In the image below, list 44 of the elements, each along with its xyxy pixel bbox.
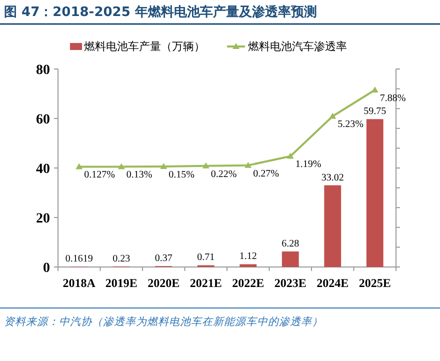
point bbox=[244, 162, 252, 168]
chart-title: 图 47：2018-2025 年燃料电池车产量及渗透率预测 bbox=[4, 4, 317, 20]
point bbox=[160, 163, 168, 170]
y-tick-label: 0 bbox=[43, 261, 50, 276]
y-tick-label: 20 bbox=[36, 212, 50, 226]
data-label: 0.1619 bbox=[65, 254, 93, 265]
data-label: 33.02 bbox=[321, 172, 344, 184]
data-label: 0.13% bbox=[126, 170, 152, 181]
x-tick-label: 2025E bbox=[358, 276, 391, 290]
data-label: 5.23% bbox=[338, 119, 364, 130]
data-label: 1.19% bbox=[295, 159, 322, 170]
data-label: 1.12 bbox=[239, 251, 257, 262]
data-label: 0.127% bbox=[84, 170, 115, 181]
bar bbox=[324, 185, 342, 267]
y-tick-label: 80 bbox=[36, 63, 50, 78]
point bbox=[286, 152, 294, 159]
x-tick-label: 2022E bbox=[232, 276, 264, 290]
data-label: 0.15% bbox=[168, 170, 194, 181]
point bbox=[329, 112, 336, 119]
x-tick-label: 2018A bbox=[62, 276, 96, 290]
bar bbox=[282, 251, 299, 267]
data-label: 0.27% bbox=[253, 168, 279, 180]
legend-label: 燃料电池汽车渗透率 bbox=[248, 40, 347, 53]
data-label: 59.75 bbox=[364, 106, 386, 118]
y-tick-label: 40 bbox=[36, 162, 50, 177]
data-label: 6.28 bbox=[282, 238, 300, 250]
bar bbox=[240, 264, 257, 267]
legend-label: 燃料电池车产量（万辆） bbox=[84, 40, 205, 53]
point bbox=[118, 163, 125, 170]
point bbox=[76, 163, 83, 170]
data-label: 7.88% bbox=[380, 92, 406, 104]
x-tick-label: 2020E bbox=[148, 276, 180, 290]
data-label: 0.22% bbox=[210, 168, 237, 180]
data-label: 0.71 bbox=[197, 252, 215, 264]
x-tick-label: 2021E bbox=[190, 276, 222, 290]
x-tick-label: 2023E bbox=[274, 276, 306, 290]
y-tick-label: 60 bbox=[36, 112, 50, 128]
data-label: 0.37 bbox=[154, 253, 172, 264]
point bbox=[202, 162, 210, 168]
x-tick-label: 2024E bbox=[316, 276, 349, 290]
bar bbox=[366, 119, 384, 267]
data-label: 0.23 bbox=[112, 253, 130, 264]
x-tick-label: 2019E bbox=[105, 276, 138, 290]
text: 资料来源：中汽协（渗透率为燃料电池车在新能源车中的渗透率） bbox=[4, 316, 323, 328]
